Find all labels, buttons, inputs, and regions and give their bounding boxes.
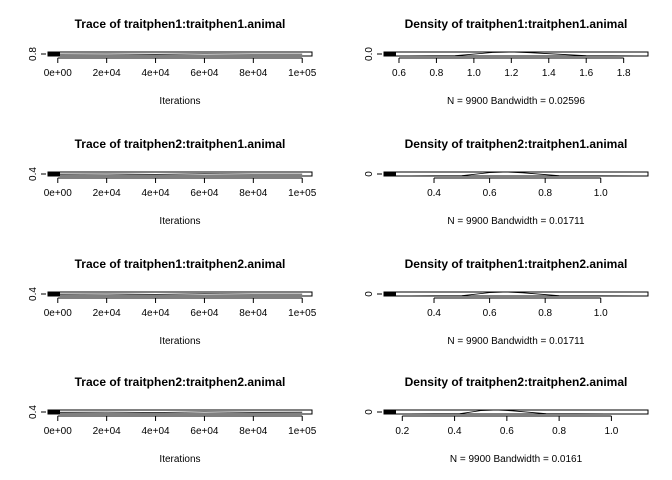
x-tick-label: 1.0 (594, 308, 608, 319)
x-tick-label: 2e+04 (93, 426, 122, 437)
x-axis-label: Iterations (159, 454, 200, 465)
x-tick-label: 0e+00 (44, 426, 73, 437)
x-tick-label: 1.0 (604, 426, 618, 437)
series-line (57, 293, 303, 295)
plot-panel-8: Density of traitphen2:traitphen2.animal 0… (364, 375, 649, 465)
x-tick-label: 2e+04 (93, 308, 122, 319)
x-axis-label: Iterations (159, 336, 200, 347)
x-tick-label: 4e+04 (142, 188, 171, 199)
x-tick-label: 0.6 (483, 308, 497, 319)
plot-panel-4: Density of traitphen2:traitphen1.animal 0… (364, 137, 649, 227)
x-tick-label: 0e+00 (44, 308, 73, 319)
x-tick-label: 1e+05 (288, 68, 317, 79)
x-tick-label: 0.8 (552, 426, 566, 437)
plot-title: Trace of traitphen2:traitphen1.animal (75, 137, 286, 151)
plot-title: Density of traitphen1:traitphen1.animal (405, 17, 628, 31)
plot-panel-3: Trace of traitphen2:traitphen1.animal 0e+… (28, 137, 317, 227)
plot-frame (383, 409, 649, 415)
x-tick-label: 0.2 (395, 426, 409, 437)
y-tick-label: 0.0 (364, 47, 375, 61)
x-tick-label: 6e+04 (190, 308, 219, 319)
x-tick-label: 0.8 (538, 308, 552, 319)
x-tick-label: 1.8 (617, 68, 631, 79)
plot-panel-2: Density of traitphen1:traitphen1.animal 0… (364, 17, 649, 107)
x-tick-label: 2e+04 (93, 68, 122, 79)
x-tick-label: 8e+04 (239, 426, 268, 437)
x-tick-label: 0.6 (483, 188, 497, 199)
series-line (383, 291, 649, 297)
x-tick-label: 4e+04 (142, 426, 171, 437)
plot-panel-7: Trace of traitphen2:traitphen2.animal 0e+… (28, 375, 317, 465)
series-line (383, 171, 649, 177)
x-tick-label: 6e+04 (190, 68, 219, 79)
x-tick-label: 0.8 (538, 188, 552, 199)
series-line (383, 409, 649, 415)
x-tick-label: 1e+05 (288, 426, 317, 437)
plot-title: Density of traitphen2:traitphen2.animal (405, 375, 628, 389)
x-tick-label: 0e+00 (44, 188, 73, 199)
x-tick-label: 8e+04 (239, 308, 268, 319)
x-tick-label: 0.8 (429, 68, 443, 79)
x-tick-label: 8e+04 (239, 68, 268, 79)
x-tick-label: 0e+00 (44, 68, 73, 79)
x-tick-label: 6e+04 (190, 426, 219, 437)
plot-panel-5: Trace of traitphen1:traitphen2.animal 0e+… (28, 257, 317, 347)
y-tick-label: 0 (364, 409, 375, 415)
x-tick-label: 0.6 (500, 426, 514, 437)
plot-title: Density of traitphen1:traitphen2.animal (405, 257, 628, 271)
x-tick-label: 1.0 (594, 188, 608, 199)
x-axis-label: Iterations (159, 216, 200, 227)
y-tick-label: 0.8 (28, 47, 39, 61)
x-axis-label: N = 9900 Bandwidth = 0.0161 (450, 454, 583, 465)
y-tick-label: 0.4 (28, 287, 39, 301)
x-tick-label: 4e+04 (142, 308, 171, 319)
plot-title: Trace of traitphen1:traitphen2.animal (75, 257, 286, 271)
y-tick-label: 0 (364, 171, 375, 177)
x-tick-label: 1.0 (467, 68, 481, 79)
x-axis-label: Iterations (159, 96, 200, 107)
y-tick-label: 0 (364, 291, 375, 297)
x-tick-label: 1.4 (542, 68, 556, 79)
series-line (57, 173, 303, 175)
x-tick-label: 2e+04 (93, 188, 122, 199)
x-tick-label: 0.4 (427, 188, 441, 199)
x-tick-label: 0.6 (392, 68, 406, 79)
x-tick-label: 1e+05 (288, 188, 317, 199)
y-tick-label: 0.4 (28, 167, 39, 181)
x-tick-label: 6e+04 (190, 188, 219, 199)
x-tick-label: 1.2 (504, 68, 518, 79)
series-line (57, 411, 303, 413)
x-tick-label: 1.6 (579, 68, 593, 79)
plot-panel-6: Density of traitphen1:traitphen2.animal 0… (364, 257, 649, 347)
x-tick-label: 0.4 (448, 426, 462, 437)
plot-title: Density of traitphen2:traitphen1.animal (405, 137, 628, 151)
plot-title: Trace of traitphen2:traitphen2.animal (75, 375, 286, 389)
x-tick-label: 8e+04 (239, 188, 268, 199)
x-tick-label: 0.4 (427, 308, 441, 319)
x-axis-label: N = 9900 Bandwidth = 0.01711 (447, 336, 585, 347)
y-tick-label: 0.4 (28, 405, 39, 419)
x-axis-label: N = 9900 Bandwidth = 0.02596 (447, 96, 585, 107)
x-axis-label: N = 9900 Bandwidth = 0.01711 (447, 216, 585, 227)
plot-frame (383, 51, 649, 57)
plot-title: Trace of traitphen1:traitphen1.animal (75, 17, 286, 31)
x-tick-label: 4e+04 (142, 68, 171, 79)
plot-panel-1: Trace of traitphen1:traitphen1.animal 0e+… (28, 17, 317, 107)
series-line (383, 51, 649, 57)
x-tick-label: 1e+05 (288, 308, 317, 319)
